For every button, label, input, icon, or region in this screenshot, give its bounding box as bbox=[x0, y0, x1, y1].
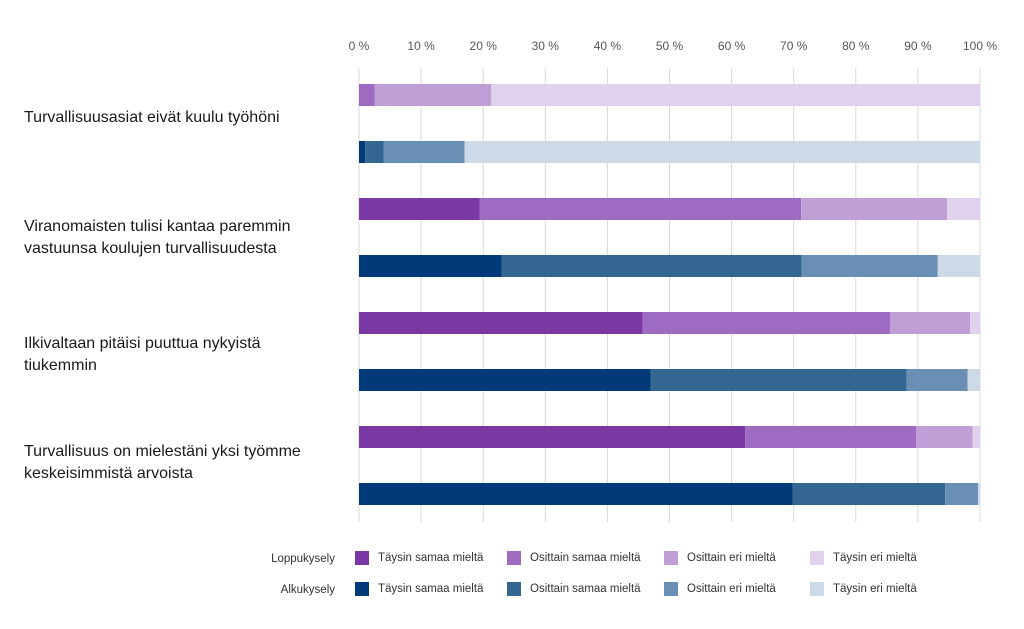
legend-text-loppu-3: Osittain eri mieltä bbox=[687, 552, 776, 564]
x-tick-label-5: 50 % bbox=[656, 39, 684, 53]
bar-loppu-cat4-seg1 bbox=[359, 426, 746, 448]
bar-alku-cat2-seg3 bbox=[801, 255, 938, 277]
bar-alku-cat2-seg1 bbox=[359, 255, 502, 277]
category-label-2-line2: vastuunsa koulujen turvallisuudesta bbox=[24, 240, 277, 257]
bar-alku-cat3-seg3 bbox=[906, 369, 968, 391]
category-label-3-line1: Ilkivaltaan pitäisi puuttua nykyistä bbox=[24, 335, 261, 352]
bar-loppu-cat2-seg1 bbox=[359, 198, 480, 220]
bar-loppu-cat3-seg3 bbox=[889, 312, 971, 334]
legend-swatch-loppu-3 bbox=[664, 551, 678, 565]
legend-item-loppu-1: Täysin samaa mieltä bbox=[355, 551, 483, 565]
legend-swatch-alku-3 bbox=[664, 582, 678, 596]
legend-text-alku-1: Täysin samaa mieltä bbox=[378, 583, 484, 595]
x-tick-label-6: 60 % bbox=[718, 39, 746, 53]
legend-swatch-alku-4 bbox=[810, 582, 824, 596]
legend-row-loppukysely: Loppukysely bbox=[271, 553, 335, 565]
bar-alku-cat2-seg4 bbox=[937, 255, 980, 277]
legend-row-alkukysely: Alkukysely bbox=[280, 584, 335, 596]
bar-loppu-cat1-seg2 bbox=[359, 84, 375, 106]
bar-alku-cat4-seg1 bbox=[359, 483, 793, 505]
bar-loppu-cat4-seg4 bbox=[972, 426, 980, 448]
category-label-2-line1: Viranomaisten tulisi kantaa paremmin bbox=[24, 218, 291, 235]
x-tick-label-2: 20 % bbox=[470, 39, 498, 53]
x-tick-label-7: 70 % bbox=[780, 39, 808, 53]
bar-loppu-cat3-seg4 bbox=[970, 312, 980, 334]
legend-item-alku-2: Osittain samaa mieltä bbox=[507, 582, 641, 596]
legend-item-alku-4: Täysin eri mieltä bbox=[810, 582, 917, 596]
x-tick-label-0: 0 % bbox=[349, 39, 370, 53]
bar-loppu-cat4-seg2 bbox=[745, 426, 917, 448]
bar-alku-cat1-seg1 bbox=[359, 141, 366, 163]
bar-alku-cat1-seg4 bbox=[464, 141, 980, 163]
bar-loppu-cat3-seg1 bbox=[359, 312, 643, 334]
bar-loppu-cat1-seg3 bbox=[374, 84, 492, 106]
legend-swatch-loppu-2 bbox=[507, 551, 521, 565]
category-label-1: Turvallisuusasiat eivät kuulu työhöni bbox=[24, 107, 334, 129]
category-label-4-line1: Turvallisuus on mielestäni yksi työmme bbox=[24, 443, 301, 460]
legend-text-alku-3: Osittain eri mieltä bbox=[687, 583, 776, 595]
x-tick-label-4: 40 % bbox=[594, 39, 622, 53]
x-tick-label-8: 80 % bbox=[842, 39, 870, 53]
legend-swatch-loppu-4 bbox=[810, 551, 824, 565]
legend-text-alku-2: Osittain samaa mieltä bbox=[530, 583, 641, 595]
x-tick-label-1: 10 % bbox=[407, 39, 435, 53]
category-label-2: Viranomaisten tulisi kantaa paremmin vas… bbox=[24, 216, 334, 260]
legend-item-loppu-2: Osittain samaa mieltä bbox=[507, 551, 641, 565]
bar-alku-cat4-seg3 bbox=[945, 483, 979, 505]
bar-alku-cat3-seg1 bbox=[359, 369, 651, 391]
bar-alku-cat3-seg4 bbox=[967, 369, 980, 391]
bar-alku-cat1-seg2 bbox=[365, 141, 384, 163]
legend-item-alku-1: Täysin samaa mieltä bbox=[355, 582, 483, 596]
legend-swatch-loppu-1 bbox=[355, 551, 369, 565]
legend-item-alku-3: Osittain eri mieltä bbox=[664, 582, 776, 596]
bar-loppu-cat1-seg4 bbox=[491, 84, 980, 106]
x-tick-label-9: 90 % bbox=[904, 39, 932, 53]
legend-swatch-alku-2 bbox=[507, 582, 521, 596]
legend-text-alku-4: Täysin eri mieltä bbox=[833, 583, 917, 595]
bar-alku-cat1-seg3 bbox=[383, 141, 465, 163]
legend-text-loppu-4: Täysin eri mieltä bbox=[833, 552, 917, 564]
bar-loppu-cat2-seg3 bbox=[801, 198, 948, 220]
category-label-4-line2: keskeisimmistä arvoista bbox=[24, 465, 193, 482]
legend-text-loppu-1: Täysin samaa mieltä bbox=[378, 552, 484, 564]
category-label-3-line2: tiukemmin bbox=[24, 357, 97, 374]
bar-alku-cat2-seg2 bbox=[501, 255, 802, 277]
legend-swatch-alku-1 bbox=[355, 582, 369, 596]
bar-loppu-cat2-seg4 bbox=[947, 198, 980, 220]
x-tick-label-10: 100 % bbox=[963, 39, 997, 53]
bar-alku-cat3-seg2 bbox=[650, 369, 907, 391]
bar-loppu-cat4-seg3 bbox=[916, 426, 973, 448]
bar-loppu-cat3-seg2 bbox=[642, 312, 890, 334]
x-tick-label-3: 30 % bbox=[532, 39, 560, 53]
bar-loppu-cat2-seg2 bbox=[479, 198, 802, 220]
category-label-4: Turvallisuus on mielestäni yksi työmme k… bbox=[24, 441, 334, 485]
category-label-3: Ilkivaltaan pitäisi puuttua nykyistä tiu… bbox=[24, 333, 334, 377]
legend-item-loppu-3: Osittain eri mieltä bbox=[664, 551, 776, 565]
legend-text-loppu-2: Osittain samaa mieltä bbox=[530, 552, 641, 564]
bar-alku-cat4-seg4 bbox=[978, 483, 980, 505]
legend-item-loppu-4: Täysin eri mieltä bbox=[810, 551, 917, 565]
bar-alku-cat4-seg2 bbox=[792, 483, 946, 505]
category-label-1-line1: Turvallisuusasiat eivät kuulu työhöni bbox=[24, 109, 280, 126]
